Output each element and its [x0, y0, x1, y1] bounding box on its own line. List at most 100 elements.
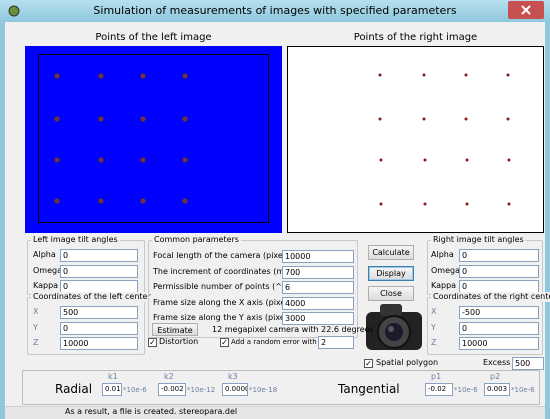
distortion-label: Distortion	[159, 336, 198, 348]
field-label: Alpha	[431, 249, 454, 261]
image-point	[99, 117, 104, 122]
param-input[interactable]: 0.01	[102, 383, 122, 396]
text-input[interactable]: 700	[282, 266, 354, 279]
window: Simulation of measurements of images wit…	[0, 0, 550, 419]
text-input[interactable]: 0	[459, 249, 539, 262]
text-input[interactable]: 0	[459, 265, 539, 278]
image-point	[465, 118, 468, 121]
close-button[interactable]	[508, 1, 544, 19]
excess-input[interactable]: 500	[512, 357, 544, 370]
field-label: Kappa	[431, 280, 456, 292]
param-input[interactable]: 0.0000(	[222, 383, 248, 396]
action-button[interactable]: Calculate	[368, 245, 414, 260]
field-label: Permissible number of points (^2)	[153, 281, 290, 293]
image-point	[466, 203, 469, 206]
image-point	[99, 158, 104, 163]
field-label: Y	[431, 322, 436, 334]
image-point	[380, 159, 383, 162]
field-label: Z	[431, 337, 436, 349]
image-point	[379, 118, 382, 121]
image-point	[423, 118, 426, 121]
text-input[interactable]: 0	[459, 322, 539, 335]
image-point	[466, 159, 469, 162]
field-label: X	[33, 306, 38, 318]
text-input[interactable]: 6	[282, 281, 354, 294]
group-legend: Coordinates of the left center	[31, 292, 153, 302]
param-name: k1	[108, 371, 118, 383]
group-legend: Coordinates of the right center	[431, 292, 550, 302]
field-label: Alpha	[33, 249, 56, 261]
text-input[interactable]: 4000	[282, 297, 354, 310]
field-label: Omega	[33, 265, 62, 277]
image-point	[55, 158, 60, 163]
image-point	[423, 74, 426, 77]
field-label: Omega	[431, 265, 460, 277]
image-point	[183, 117, 188, 122]
image-point	[508, 159, 511, 162]
spatial-polygon-checkbox[interactable]: ✓	[364, 359, 373, 368]
param-name: k2	[164, 371, 174, 383]
image-point	[507, 118, 510, 121]
text-input[interactable]: 10000	[60, 337, 138, 350]
field-label: Frame size along the X axis (pixels)	[153, 297, 295, 309]
field-label: Z	[33, 337, 38, 349]
window-title: Simulation of measurements of images wit…	[0, 5, 550, 17]
text-input[interactable]: 500	[60, 306, 138, 319]
left-image	[25, 46, 282, 233]
text-input[interactable]: 10000	[459, 337, 539, 350]
text-input[interactable]: 10000	[282, 250, 354, 263]
action-button[interactable]: Display	[368, 266, 414, 281]
estimate-button[interactable]: Estimate	[152, 323, 198, 336]
action-button[interactable]: Close	[368, 286, 414, 301]
image-point	[55, 117, 60, 122]
param-input[interactable]: -0.002	[158, 383, 186, 396]
param-unit: *10e-12	[187, 384, 215, 396]
param-unit: *10e-6	[123, 384, 147, 396]
image-point	[183, 74, 188, 79]
image-point	[183, 158, 188, 163]
param-input[interactable]: 0.003	[484, 383, 510, 396]
group-legend: Left image tilt angles	[31, 235, 120, 245]
spatial-polygon-label: Spatial polygon	[376, 357, 438, 369]
param-name: p1	[431, 371, 441, 383]
image-point	[141, 117, 146, 122]
image-point	[465, 74, 468, 77]
radial-label: Radial	[55, 382, 92, 396]
field-label: X	[431, 306, 436, 318]
text-input[interactable]: 0	[60, 265, 138, 278]
field-label: Kappa	[33, 280, 58, 292]
tangential-label: Tangential	[338, 382, 400, 396]
left-caption: Points of the left image	[25, 32, 282, 44]
distortion-checkbox[interactable]: ✓	[148, 338, 157, 347]
image-point	[141, 199, 146, 204]
group-legend: Common parameters	[152, 235, 241, 245]
image-point	[99, 74, 104, 79]
image-point	[99, 199, 104, 204]
param-input[interactable]: -0.02	[425, 383, 453, 396]
group-legend: Right image tilt angles	[431, 235, 526, 245]
rmsd-input[interactable]: 2	[318, 336, 354, 349]
image-point	[183, 199, 188, 204]
text-input[interactable]: 0	[60, 322, 138, 335]
field-label: Focal length of the camera (pixels)	[153, 250, 292, 262]
param-name: k3	[228, 371, 238, 383]
right-image	[287, 46, 544, 233]
camera-note: 12 megapixel camera with 22.6 degrees	[212, 324, 374, 336]
close-icon	[508, 1, 544, 19]
app-icon	[7, 4, 21, 18]
random-error-checkbox[interactable]: ✓	[220, 338, 229, 347]
text-input[interactable]: 0	[60, 249, 138, 262]
excess-label: Excess	[483, 357, 510, 369]
field-label: The increment of coordinates (mm)	[153, 266, 295, 278]
right-caption: Points of the right image	[287, 32, 544, 44]
image-point	[55, 74, 60, 79]
text-input[interactable]: -500	[459, 306, 539, 319]
field-label: Y	[33, 322, 38, 334]
param-name: p2	[490, 371, 500, 383]
image-point	[379, 74, 382, 77]
image-point	[141, 158, 146, 163]
image-point	[380, 203, 383, 206]
param-unit: *10e-18	[249, 384, 277, 396]
image-point	[507, 74, 510, 77]
param-unit: *10e-6	[454, 384, 478, 396]
